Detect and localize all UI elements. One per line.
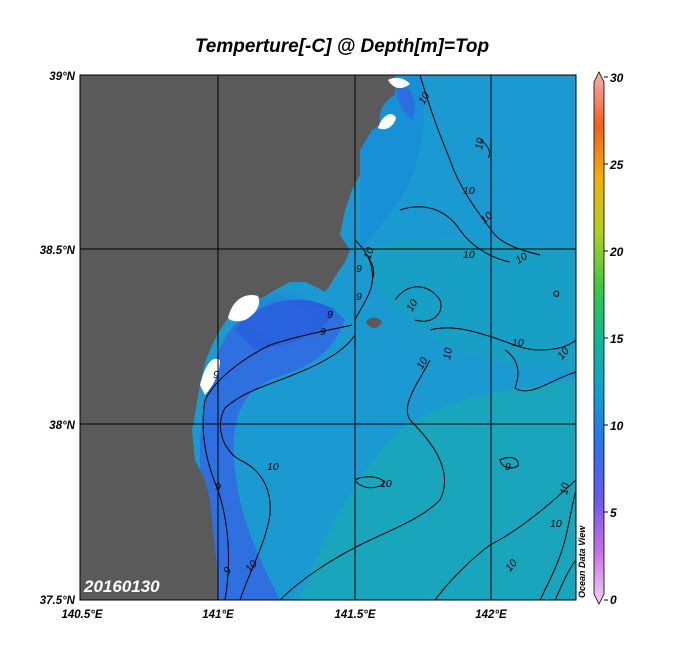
graticule [80,75,576,600]
colorbar: 30 25 20 15 10 5 0 [593,71,624,607]
contour-label: 10 [267,461,279,473]
contour-label: 10 [380,478,392,490]
lat-tick-label: 38°N [49,420,75,432]
contour-label: 10 [473,137,487,151]
no-data-patch [228,294,260,322]
contour-label: 10 [463,185,475,197]
contour-label: 10 [463,249,475,261]
lat-tick-label: 37.5°N [40,595,76,607]
latitude-axis: 39°N 38.5°N 38°N 37.5°N [40,71,76,607]
lat-tick-label: 39°N [49,71,75,83]
contour-label: 9 [356,291,362,303]
contour-label: 10 [414,355,430,371]
lat-tick-label: 38.5°N [40,245,76,257]
lon-tick-label: 140.5°E [61,609,102,621]
contour-label: 9 [505,461,511,473]
contour-label: 9 [356,263,362,275]
contour-label: 10 [514,250,530,266]
land-mass [80,75,395,600]
credit-label: Ocean Data View [577,525,587,598]
colorbar-tick-label: 5 [610,506,617,520]
colorbar-tick-label: 10 [610,419,624,433]
contour-label: 9 [213,369,219,381]
colorbar-tick-label: 0 [610,593,617,607]
contour-label: 10 [404,297,420,313]
lon-tick-label: 142°E [475,609,507,621]
contour-label: 10 [362,246,377,261]
contour-label: 10 [416,90,432,106]
contour-label: 10 [550,518,562,530]
colorbar-tick-label: 25 [609,158,624,172]
contour-label: 10 [441,347,455,361]
lon-tick-label: 141.5°E [334,609,375,621]
colorbar-tick-label: 15 [610,332,624,346]
date-label: 20160130 [83,577,160,596]
colorbar-tick-label: 20 [609,245,624,259]
colorbar-tick-label: 30 [610,71,624,85]
contour-label: 10 [512,337,524,349]
lon-tick-label: 141°E [202,609,234,621]
contour-label: 9 [320,326,326,338]
isotherm-contours [202,75,576,600]
cold-coastal-water [200,301,345,600]
longitude-axis: 140.5°E 141°E 141.5°E 142°E [61,609,507,621]
map-frame [79,74,577,601]
contour-label: 9 [327,309,333,321]
contour-label: 10 [558,482,572,496]
map-title: Temperture[-C] @ Depth[m]=Top [194,36,490,57]
